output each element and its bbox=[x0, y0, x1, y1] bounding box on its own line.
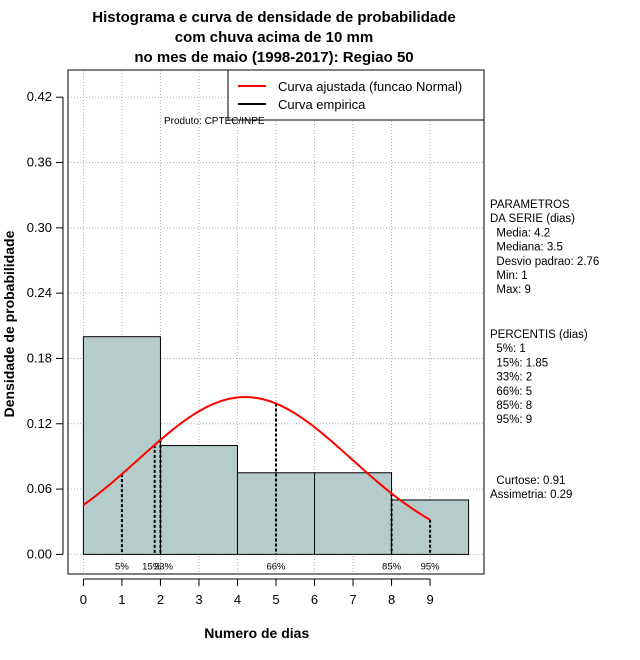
stats-line-1: Curtose: 0.91 bbox=[490, 475, 565, 487]
percentis-line-7: 95%: 9 bbox=[490, 414, 532, 426]
percentile-label-1: 5% bbox=[115, 561, 129, 572]
y-tick-label-3: 0.18 bbox=[27, 350, 52, 365]
percentile-label-3: 33% bbox=[154, 561, 174, 572]
x-tick-label-1: 1 bbox=[118, 592, 125, 607]
y-tick-label-0: 0.00 bbox=[27, 546, 52, 561]
normal-curve-path bbox=[82, 396, 431, 521]
legend-box bbox=[227, 69, 485, 121]
percentile-lines: 5% 15%33% 66% 85% 95% bbox=[115, 403, 441, 572]
product-note: Produto: CPTEC/INPE bbox=[164, 116, 265, 127]
bar-1 bbox=[82, 336, 161, 555]
parametros-line-2: DA SERIE (dias) bbox=[490, 213, 575, 225]
side-panel: PARAMETROS DA SERIE (dias) Media: 4.2 Med… bbox=[490, 199, 599, 501]
x-tick-label-5: 5 bbox=[272, 592, 279, 607]
y-axis-label: Densidade de probabilidade bbox=[1, 230, 17, 417]
title-line-1: Histograma e curva de densidade de proba… bbox=[92, 9, 455, 26]
parametros-line-3: Media: 4.2 bbox=[490, 227, 550, 239]
percentile-label-2: 15% bbox=[142, 561, 162, 572]
y-tick-label-5: 0.30 bbox=[27, 220, 52, 235]
percentile-label-4: 66% bbox=[266, 561, 286, 572]
percentis-line-5: 66%: 5 bbox=[490, 386, 532, 398]
y-tick-label-2: 0.12 bbox=[27, 416, 52, 431]
percentis-line-1: PERCENTIS (dias) bbox=[490, 329, 588, 341]
legend-label-1: Curva ajustada (funcao Normal) bbox=[278, 79, 462, 94]
axes: 0 1 2 3 4 5 6 7 8 9 0.00 0.06 0.12 0.18 0.24 0.30 0.36 0.… bbox=[1, 89, 434, 641]
legend: Curva ajustada (funcao Normal) Curva empi… bbox=[164, 69, 485, 127]
x-tick-label-7: 7 bbox=[349, 592, 356, 607]
percentis-line-2: 5%: 1 bbox=[490, 343, 526, 355]
parametros-line-5: Desvio padrao: 2.76 bbox=[490, 256, 599, 268]
x-tick-label-6: 6 bbox=[311, 592, 318, 607]
percentis-line-3: 15%: 1.85 bbox=[490, 357, 548, 369]
title-line-2: com chuva acima de 10 mm bbox=[175, 29, 373, 46]
y-tick-label-4: 0.24 bbox=[27, 285, 52, 300]
percentile-label-6: 95% bbox=[421, 561, 441, 572]
percentis-line-6: 85%: 8 bbox=[490, 400, 532, 412]
y-tick-label-1: 0.06 bbox=[27, 481, 52, 496]
parametros-line-4: Mediana: 3.5 bbox=[490, 242, 563, 254]
x-tick-label-2: 2 bbox=[157, 592, 164, 607]
y-tick-label-7: 0.42 bbox=[27, 89, 52, 104]
legend-label-2: Curva empirica bbox=[278, 97, 366, 112]
bar-2 bbox=[159, 445, 238, 555]
parametros-line-6: Min: 1 bbox=[490, 270, 528, 282]
parametros-line-7: Max: 9 bbox=[490, 284, 531, 296]
title-line-3: no mes de maio (1998-2017): Regiao 50 bbox=[134, 49, 413, 66]
percentis-line-4: 33%: 2 bbox=[490, 372, 532, 384]
x-tick-label-8: 8 bbox=[388, 592, 395, 607]
bar-4 bbox=[314, 472, 393, 555]
stats-line-2: Assimetria: 0.29 bbox=[490, 489, 572, 501]
parametros-line-1: PARAMETROS bbox=[490, 199, 570, 211]
x-tick-label-0: 0 bbox=[80, 592, 87, 607]
x-tick-label-9: 9 bbox=[426, 592, 433, 607]
normal-curve bbox=[82, 396, 431, 521]
y-tick-label-6: 0.36 bbox=[27, 155, 52, 170]
percentile-label-5: 85% bbox=[382, 561, 402, 572]
chart-title: Histograma e curva de densidade de proba… bbox=[92, 9, 455, 66]
x-axis-label: Numero de dias bbox=[204, 625, 309, 641]
x-tick-label-4: 4 bbox=[234, 592, 241, 607]
x-tick-label-3: 3 bbox=[195, 592, 202, 607]
